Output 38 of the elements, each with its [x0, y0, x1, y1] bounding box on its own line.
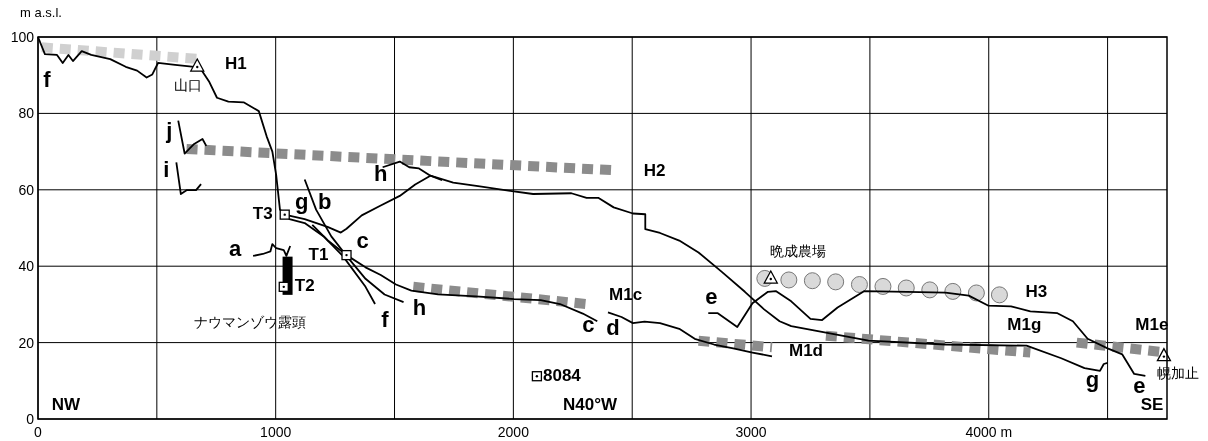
annotation: h: [412, 294, 427, 320]
annotation: M1g: [1007, 315, 1042, 335]
y-tick-label: 0: [26, 411, 35, 427]
annotation: H1: [224, 54, 247, 74]
x-tick-label: 3000: [735, 424, 767, 440]
annotation: NW: [51, 394, 82, 414]
x-tick-label: 4000 m: [965, 424, 1013, 440]
annotation: T2: [294, 275, 315, 295]
annotation: j: [165, 118, 173, 144]
annotation: c: [582, 311, 595, 337]
annotation: i: [163, 157, 170, 182]
annotation: g: [294, 189, 309, 215]
annotation: M1d: [788, 341, 823, 361]
y-tick-label: 80: [18, 105, 35, 122]
annotation: H2: [643, 161, 666, 181]
annotation: b: [317, 189, 332, 215]
annotation: g: [1085, 366, 1100, 392]
y-tick-label: 60: [18, 181, 35, 198]
annotation: a: [228, 235, 242, 261]
annotation: 山口: [174, 76, 203, 93]
annotation: T1: [308, 245, 329, 265]
y-axis-title: m a.s.l.: [20, 5, 62, 20]
annotation: N40°W: [562, 394, 618, 414]
annotation: d: [606, 315, 620, 341]
annotation: 晩成農場: [769, 242, 826, 259]
annotation: f: [381, 306, 390, 332]
annotation: 8084: [542, 366, 582, 386]
annotation: h: [373, 160, 388, 186]
annotation: H3: [1025, 281, 1048, 301]
y-tick-label: 20: [18, 334, 35, 351]
annotation: f: [43, 66, 52, 92]
x-tick-label: 1000: [260, 424, 292, 440]
x-tick-label: 2000: [497, 424, 530, 440]
annotation: e: [705, 283, 718, 309]
y-tick-label: 40: [18, 258, 35, 275]
annotation: c: [356, 227, 369, 253]
y-tick-label: 100: [10, 29, 35, 45]
annotation: T3: [252, 203, 273, 223]
